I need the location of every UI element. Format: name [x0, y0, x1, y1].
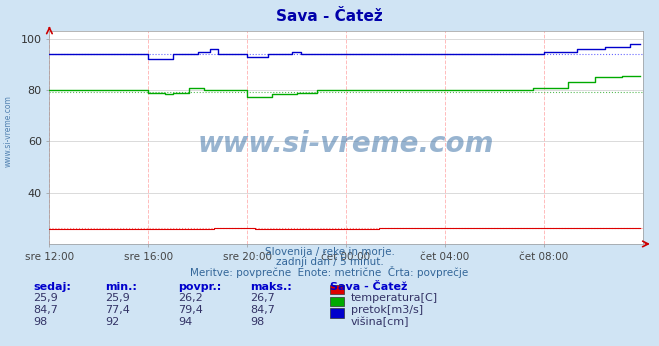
Text: 26,7: 26,7 — [250, 293, 275, 303]
Text: zadnji dan / 5 minut.: zadnji dan / 5 minut. — [275, 257, 384, 267]
Text: 25,9: 25,9 — [33, 293, 58, 303]
Text: pretok[m3/s]: pretok[m3/s] — [351, 305, 422, 315]
Text: 84,7: 84,7 — [250, 305, 275, 315]
Text: www.si-vreme.com: www.si-vreme.com — [198, 130, 494, 158]
Text: 92: 92 — [105, 317, 120, 327]
Text: Meritve: povprečne  Enote: metrične  Črta: povprečje: Meritve: povprečne Enote: metrične Črta:… — [190, 266, 469, 278]
Text: maks.:: maks.: — [250, 282, 292, 292]
Text: Sava - Čatež: Sava - Čatež — [330, 282, 407, 292]
Text: višina[cm]: višina[cm] — [351, 317, 409, 327]
Text: Slovenija / reke in morje.: Slovenija / reke in morje. — [264, 247, 395, 257]
Text: sedaj:: sedaj: — [33, 282, 71, 292]
Text: min.:: min.: — [105, 282, 137, 292]
Text: www.si-vreme.com: www.si-vreme.com — [3, 95, 13, 167]
Text: 98: 98 — [250, 317, 265, 327]
Text: Sava - Čatež: Sava - Čatež — [276, 9, 383, 24]
Text: temperatura[C]: temperatura[C] — [351, 293, 438, 303]
Text: 94: 94 — [178, 317, 192, 327]
Text: 84,7: 84,7 — [33, 305, 58, 315]
Text: 25,9: 25,9 — [105, 293, 130, 303]
Text: 79,4: 79,4 — [178, 305, 203, 315]
Text: 98: 98 — [33, 317, 47, 327]
Text: 77,4: 77,4 — [105, 305, 130, 315]
Text: povpr.:: povpr.: — [178, 282, 221, 292]
Text: 26,2: 26,2 — [178, 293, 203, 303]
